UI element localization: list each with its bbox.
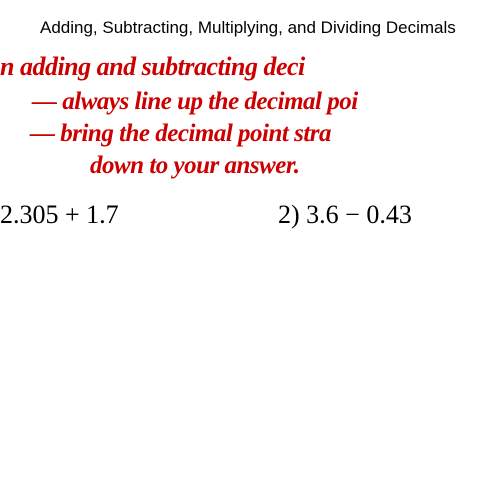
note-line-2: — always line up the decimal poi [32,88,358,116]
problem-1: 2.305 + 1.7 [0,200,119,230]
note-line-1: n adding and subtracting deci [0,52,305,82]
page-title: Adding, Subtracting, Multiplying, and Di… [40,18,456,38]
note-line-3: — bring the decimal point stra [30,120,331,148]
problem-2: 2) 3.6 − 0.43 [278,200,412,230]
note-line-4: down to your answer. [90,152,300,180]
